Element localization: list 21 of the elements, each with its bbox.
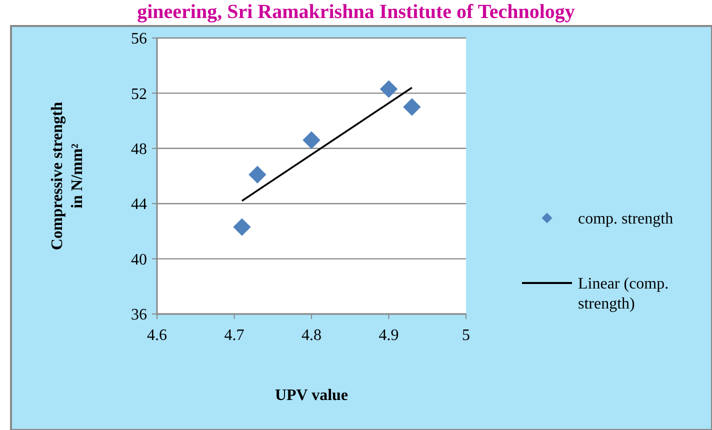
y-tick-label: 40: [131, 251, 147, 268]
y-tick-label: 36: [131, 306, 147, 324]
y-tick-label: 52: [131, 86, 147, 103]
x-tick-label: 4.7: [224, 327, 244, 344]
legend-label: Linear (comp. strength): [578, 276, 669, 313]
point: [248, 166, 266, 184]
point: [302, 131, 320, 149]
point: [233, 218, 251, 236]
x-tick-label: 5: [462, 327, 470, 344]
legend-label: comp. strength: [578, 210, 674, 228]
x-tick-label: 4.6: [147, 327, 167, 344]
y-axis-title: Compressive strength in N/mm²: [49, 102, 86, 250]
y-tick-label: 48: [131, 141, 147, 158]
y-tick-label: 44: [131, 196, 147, 214]
x-axis-title: UPV value: [274, 387, 348, 404]
y-tick-label: 56: [131, 30, 147, 48]
point: [403, 98, 421, 116]
x-tick-label: 4.9: [378, 327, 399, 344]
point: [380, 80, 398, 98]
chart-title: gineering, Sri Ramakrishna Institute of Technology: [137, 1, 575, 23]
x-tick-label: 4.8: [302, 327, 322, 344]
